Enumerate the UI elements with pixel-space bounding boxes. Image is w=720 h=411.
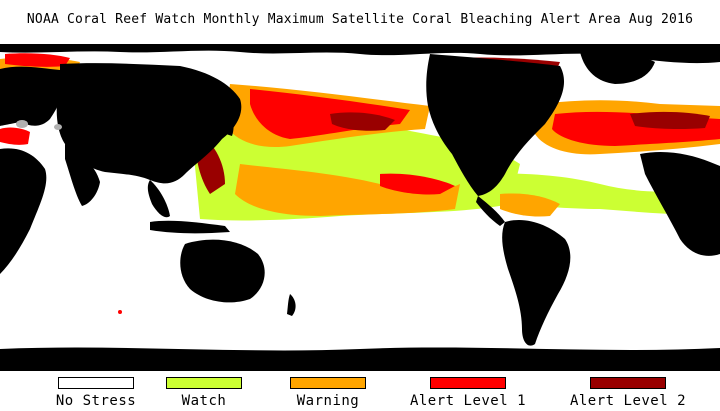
north-america-land bbox=[426, 54, 565, 196]
india-land bbox=[65, 144, 100, 206]
greenland-land bbox=[580, 51, 655, 84]
inland-lakes bbox=[16, 120, 62, 130]
australia-land bbox=[180, 239, 265, 303]
legend-item-watch: Watch bbox=[134, 377, 274, 409]
legend-swatch-alert-level-1 bbox=[430, 377, 506, 389]
legend-item-warning: Warning bbox=[258, 377, 398, 409]
legend: No Stress Watch Warning Alert Level 1 Al… bbox=[0, 371, 720, 411]
antarctica-land bbox=[0, 347, 720, 371]
africa-land bbox=[0, 148, 47, 274]
map-title: NOAA Coral Reef Watch Monthly Maximum Sa… bbox=[26, 12, 694, 27]
eurasia-land bbox=[56, 63, 242, 184]
mediterranean-alert-zone bbox=[0, 127, 30, 145]
legend-swatch-alert-level-2 bbox=[590, 377, 666, 389]
legend-swatch-watch bbox=[166, 377, 242, 389]
caspian-lake bbox=[16, 120, 28, 128]
legend-swatch-no-stress bbox=[58, 377, 134, 389]
pacific-alert2-patch bbox=[330, 112, 395, 131]
central-pacific-alert1 bbox=[380, 173, 455, 195]
west-africa-land bbox=[640, 151, 720, 256]
world-alert-map bbox=[0, 44, 720, 371]
arctic-coast-land bbox=[0, 44, 720, 64]
legend-item-no-stress: No Stress bbox=[26, 377, 166, 409]
caribbean-warning bbox=[500, 193, 560, 217]
arctic-alert1-left bbox=[5, 53, 70, 67]
atlantic-alert2-patch bbox=[630, 111, 710, 130]
land-masses bbox=[0, 44, 720, 371]
new-zealand-land bbox=[287, 294, 296, 316]
japan-land bbox=[223, 104, 234, 136]
central-america-land bbox=[476, 196, 505, 226]
legend-label-watch: Watch bbox=[181, 393, 227, 409]
southeast-asia-land bbox=[147, 180, 170, 218]
legend-label-alert-level-2: Alert Level 2 bbox=[569, 393, 687, 409]
legend-label-alert-level-1: Alert Level 1 bbox=[409, 393, 527, 409]
indonesia-land bbox=[150, 220, 230, 234]
aral-lake bbox=[54, 124, 62, 130]
indian-ocean-alert-spot bbox=[118, 310, 122, 314]
legend-swatch-warning bbox=[290, 377, 366, 389]
legend-label-no-stress: No Stress bbox=[55, 393, 137, 409]
legend-item-alert-level-1: Alert Level 1 bbox=[398, 377, 538, 409]
legend-item-alert-level-2: Alert Level 2 bbox=[558, 377, 698, 409]
europe-africa-land bbox=[0, 66, 65, 126]
central-pacific-warning bbox=[235, 164, 460, 216]
legend-label-warning: Warning bbox=[296, 393, 360, 409]
south-america-land bbox=[502, 219, 571, 346]
